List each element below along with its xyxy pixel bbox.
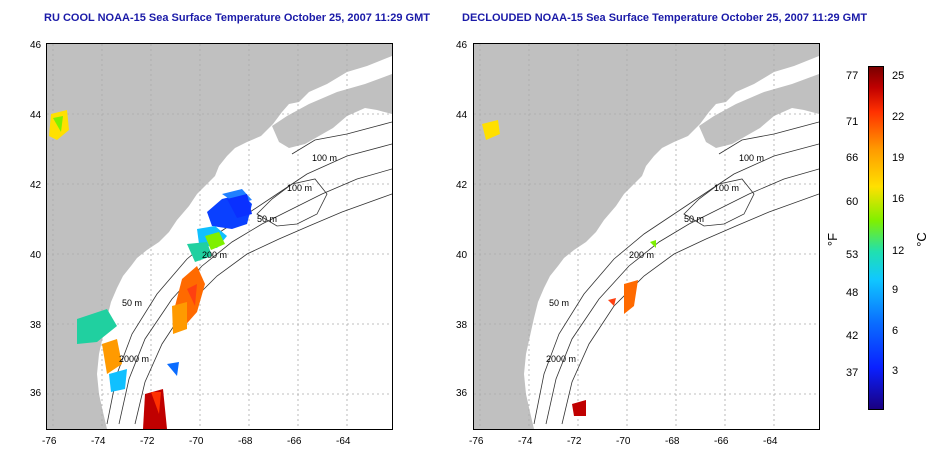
celsius-label: 3: [892, 365, 899, 377]
lat-tick: 38: [30, 320, 42, 331]
contour-labels: 100 m 100 m 50 m 200 m 50 m 2000 m: [546, 153, 764, 364]
lon-tick: -64: [336, 436, 351, 447]
nova-scotia: [699, 74, 819, 148]
contour-label: 50 m: [122, 298, 142, 308]
graticule: [47, 44, 392, 429]
lat-tick: 46: [30, 40, 42, 51]
fahrenheit-label: 48: [846, 287, 859, 299]
lon-tick: -64: [763, 436, 778, 447]
land-mass: [474, 44, 819, 429]
contour-label: 200 m: [202, 250, 227, 260]
fahrenheit-label: 77: [846, 70, 859, 82]
lon-tick: -66: [287, 436, 302, 447]
contour-label: 50 m: [549, 298, 569, 308]
fahrenheit-unit: °F: [825, 232, 841, 247]
celsius-label: 9: [892, 284, 899, 296]
contour-labels: 100 m 100 m 50 m 200 m 50 m 2000 m: [119, 153, 337, 364]
raw-sst-map: 100 m 100 m 50 m 200 m 50 m 2000 m: [46, 43, 393, 430]
celsius-label: 25: [892, 70, 905, 82]
temperature-colorbar: [868, 66, 884, 410]
fahrenheit-label: 60: [846, 196, 859, 208]
contour-label: 2000 m: [546, 354, 576, 364]
celsius-label: 6: [892, 325, 899, 337]
lat-tick: 36: [456, 388, 468, 399]
celsius-label: 19: [892, 152, 905, 164]
lat-tick: 36: [30, 388, 42, 399]
lon-tick: -68: [238, 436, 253, 447]
contour-label: 50 m: [257, 214, 277, 224]
lat-tick: 44: [456, 110, 468, 121]
raw-sst-map-canvas: 100 m 100 m 50 m 200 m 50 m 2000 m: [47, 44, 392, 429]
lat-tick: 44: [30, 110, 42, 121]
bathymetry-contours: [533, 121, 819, 425]
fahrenheit-label: 42: [846, 330, 859, 342]
right-map-title: DECLOUDED NOAA-15 Sea Surface Temperatur…: [462, 12, 868, 24]
nova-scotia: [272, 74, 392, 148]
declouded-sst-map-canvas: 100 m 100 m 50 m 200 m 50 m 2000 m: [474, 44, 819, 429]
contour-label: 200 m: [629, 250, 654, 260]
lon-tick: -72: [567, 436, 582, 447]
lat-tick: 40: [456, 250, 468, 261]
sst-data: [482, 120, 656, 416]
lon-tick: -70: [616, 436, 631, 447]
fahrenheit-label: 71: [846, 116, 859, 128]
contour-label: 50 m: [684, 214, 704, 224]
declouded-sst-map: 100 m 100 m 50 m 200 m 50 m 2000 m: [473, 43, 820, 430]
lon-tick: -66: [714, 436, 729, 447]
lat-tick: 38: [456, 320, 468, 331]
celsius-label: 16: [892, 193, 905, 205]
lat-tick: 46: [456, 40, 468, 51]
left-map-title: RU COOL NOAA-15 Sea Surface Temperature …: [44, 12, 430, 24]
fahrenheit-label: 37: [846, 367, 859, 379]
contour-label: 100 m: [287, 183, 312, 193]
lat-tick: 42: [456, 180, 468, 191]
lon-tick: -68: [665, 436, 680, 447]
sst-data: [49, 110, 252, 429]
lon-tick: -76: [469, 436, 484, 447]
lat-tick: 42: [30, 180, 42, 191]
contour-label: 100 m: [739, 153, 764, 163]
celsius-label: 12: [892, 245, 905, 257]
lon-tick: -74: [91, 436, 106, 447]
graticule: [474, 44, 819, 429]
celsius-unit: °C: [913, 232, 929, 247]
celsius-label: 22: [892, 111, 905, 123]
lon-tick: -72: [140, 436, 155, 447]
lon-tick: -76: [42, 436, 57, 447]
contour-label: 2000 m: [119, 354, 149, 364]
contour-label: 100 m: [714, 183, 739, 193]
contour-label: 100 m: [312, 153, 337, 163]
lat-tick: 40: [30, 250, 42, 261]
land-mass: [47, 44, 392, 429]
lon-tick: -70: [189, 436, 204, 447]
fahrenheit-label: 53: [846, 249, 859, 261]
lon-tick: -74: [518, 436, 533, 447]
fahrenheit-label: 66: [846, 152, 859, 164]
